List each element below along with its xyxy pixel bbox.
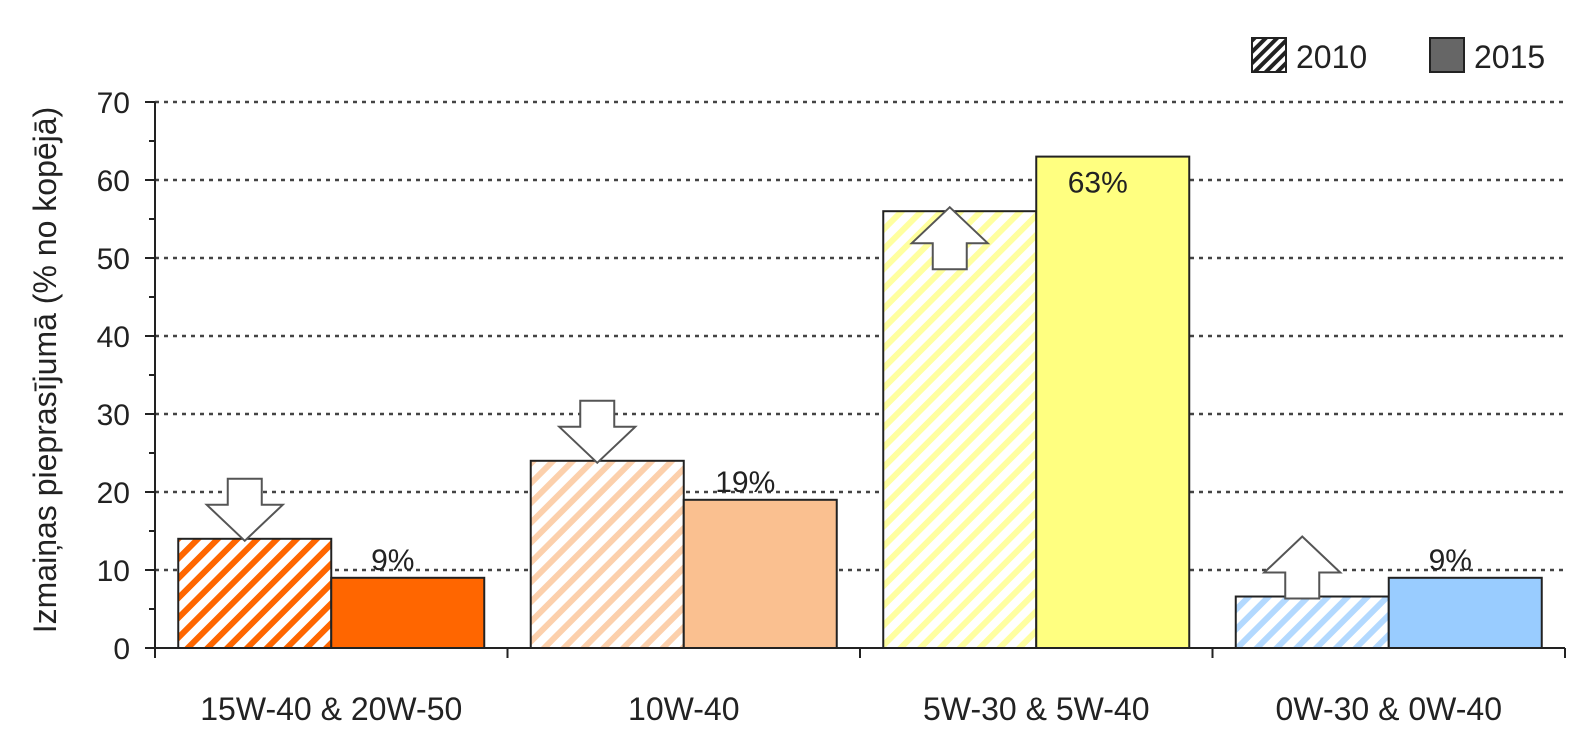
legend: 2010 2015 bbox=[1251, 37, 1545, 75]
axes bbox=[145, 101, 1566, 658]
y-tick-label: 70 bbox=[97, 87, 130, 120]
bar-2010-3 bbox=[882, 210, 1038, 649]
gridlines bbox=[155, 100, 1565, 572]
y-tick-label: 0 bbox=[113, 633, 130, 666]
x-tick-label: 5W-30 & 5W-40 bbox=[923, 691, 1149, 727]
y-tick-label: 50 bbox=[97, 243, 130, 276]
y-axis-label: Izmaiņas pieprasījumā (% no kopējā) bbox=[27, 107, 63, 633]
bars bbox=[177, 155, 1543, 650]
bar-2015-1 bbox=[330, 576, 486, 649]
y-tick-label: 40 bbox=[97, 321, 130, 354]
down-arrow-icon bbox=[204, 477, 286, 543]
y-tick-label: 60 bbox=[97, 165, 130, 198]
legend-label: 2015 bbox=[1474, 39, 1545, 75]
x-tick-label: 10W-40 bbox=[628, 691, 739, 727]
data-label: 9% bbox=[371, 544, 414, 577]
bar-2015-4 bbox=[1387, 576, 1543, 649]
bar-2010-2 bbox=[529, 459, 685, 649]
data-label: 9% bbox=[1429, 544, 1472, 577]
legend-label: 2010 bbox=[1296, 39, 1367, 75]
labels: 9% 15W-40 & 20W-50 19% 10W-40 63% 5W-30 & 5W-… bbox=[27, 87, 1502, 727]
y-tick-label: 10 bbox=[97, 555, 130, 588]
x-tick-label: 0W-30 & 0W-40 bbox=[1276, 691, 1502, 727]
up-arrow-icon bbox=[909, 205, 991, 271]
bar-2015-2 bbox=[682, 498, 838, 649]
down-arrow-icon bbox=[556, 399, 638, 465]
bar-2010-4 bbox=[1234, 595, 1390, 650]
y-tick-label: 30 bbox=[97, 399, 130, 432]
legend-swatch-2010 bbox=[1251, 37, 1287, 73]
data-label: 63% bbox=[1068, 167, 1128, 200]
y-tick-label: 20 bbox=[97, 477, 130, 510]
x-tick-label: 15W-40 & 20W-50 bbox=[200, 691, 462, 727]
legend-swatch-2015 bbox=[1429, 37, 1465, 73]
bar-2015-3 bbox=[1035, 155, 1191, 649]
data-label: 19% bbox=[715, 466, 775, 499]
bar-2010-1 bbox=[177, 537, 333, 649]
up-arrow-icon bbox=[1261, 535, 1343, 600]
